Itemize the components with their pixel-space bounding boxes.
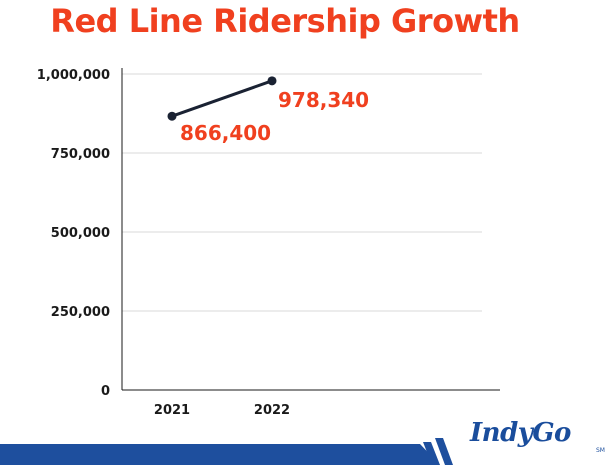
footer-band — [0, 444, 616, 465]
series-line — [171, 79, 273, 118]
chart-title: Red Line Ridership Growth — [50, 2, 520, 40]
data-point — [167, 111, 177, 121]
brand-chevrons-icon — [411, 438, 453, 465]
data-point — [267, 76, 277, 86]
indygo-logo: IndyGo — [470, 418, 571, 448]
y-tick-label: 250,000 — [51, 305, 110, 320]
data-label: 978,340 — [278, 88, 369, 112]
x-tick-label: 2022 — [254, 403, 290, 418]
y-tick-label: 750,000 — [51, 147, 110, 162]
x-tick-label: 2021 — [154, 403, 190, 418]
y-tick-label: 0 — [101, 384, 110, 399]
service-mark: SM — [596, 447, 605, 454]
y-tick-label: 500,000 — [51, 226, 110, 241]
data-label: 866,400 — [180, 121, 271, 145]
y-tick-label: 1,000,000 — [37, 68, 110, 83]
